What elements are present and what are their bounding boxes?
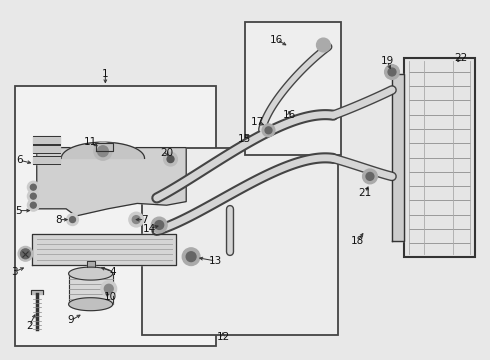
Text: 15: 15 (237, 134, 251, 144)
Text: 6: 6 (16, 155, 23, 165)
Circle shape (317, 38, 330, 52)
Circle shape (129, 212, 144, 227)
Circle shape (262, 124, 275, 137)
Text: 2: 2 (26, 321, 33, 331)
Circle shape (94, 142, 112, 160)
Bar (87, 261, 95, 267)
Polygon shape (37, 148, 186, 216)
Bar (404, 58, 475, 257)
Circle shape (164, 152, 177, 166)
Circle shape (155, 221, 164, 229)
Circle shape (98, 146, 108, 157)
Circle shape (388, 68, 396, 76)
Circle shape (30, 193, 36, 199)
Text: 21: 21 (358, 188, 372, 198)
Circle shape (101, 281, 117, 297)
Circle shape (385, 65, 399, 79)
Circle shape (182, 248, 200, 266)
Circle shape (132, 216, 140, 224)
Text: 16: 16 (282, 110, 296, 120)
Bar (31, 290, 43, 294)
Bar (142, 148, 338, 335)
Circle shape (21, 249, 30, 259)
Circle shape (366, 172, 374, 180)
Text: 11: 11 (84, 137, 98, 147)
Circle shape (186, 252, 196, 262)
Polygon shape (69, 298, 113, 311)
Text: 1: 1 (102, 69, 109, 79)
Circle shape (18, 247, 33, 261)
Circle shape (167, 156, 174, 163)
Bar (392, 73, 404, 242)
Polygon shape (69, 267, 113, 280)
Circle shape (27, 181, 39, 193)
Circle shape (363, 169, 377, 184)
Bar (96, 143, 113, 151)
Circle shape (265, 127, 272, 134)
Circle shape (67, 214, 78, 225)
Circle shape (27, 190, 39, 202)
Text: 12: 12 (216, 332, 230, 342)
Text: 20: 20 (160, 148, 173, 158)
Text: 19: 19 (380, 56, 394, 66)
Text: 10: 10 (104, 292, 117, 302)
Polygon shape (61, 142, 145, 158)
Text: 4: 4 (109, 267, 116, 277)
Bar (33, 145, 60, 153)
Circle shape (30, 184, 36, 190)
Text: 7: 7 (141, 215, 148, 225)
Text: 16: 16 (270, 35, 284, 45)
Bar (32, 234, 176, 265)
Text: 3: 3 (11, 267, 18, 277)
Text: 13: 13 (209, 256, 222, 266)
Bar (245, 22, 341, 155)
Bar (33, 156, 60, 164)
Circle shape (30, 202, 36, 208)
Text: 17: 17 (250, 117, 264, 127)
Text: 8: 8 (55, 215, 62, 225)
Text: 18: 18 (351, 236, 365, 246)
Circle shape (27, 199, 39, 211)
Circle shape (104, 284, 113, 293)
Bar (15, 86, 216, 346)
Text: 22: 22 (454, 53, 467, 63)
Text: 9: 9 (68, 315, 74, 325)
Bar (33, 136, 60, 144)
Bar (69, 274, 113, 304)
Circle shape (151, 217, 167, 233)
Text: 5: 5 (15, 206, 22, 216)
Text: 14: 14 (143, 224, 156, 234)
Circle shape (70, 217, 75, 222)
